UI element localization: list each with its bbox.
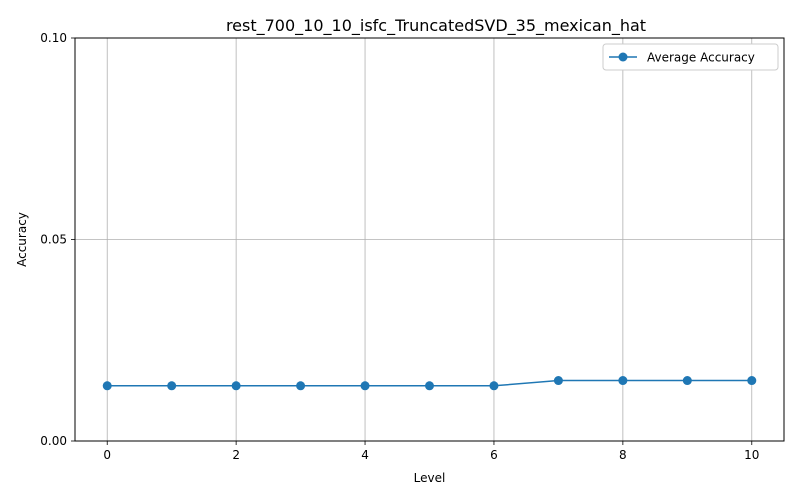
- legend-label: Average Accuracy: [647, 51, 755, 65]
- legend-box: [602, 43, 779, 71]
- data-point: [360, 381, 370, 391]
- y-axis-label: Accuracy: [15, 212, 29, 267]
- data-point: [618, 376, 628, 386]
- legend: Average Accuracy: [602, 43, 779, 71]
- x-tick-label: 2: [232, 448, 240, 462]
- x-axis-label: Level: [414, 471, 446, 485]
- x-tick-label: 10: [744, 448, 759, 462]
- data-point: [167, 381, 177, 391]
- data-point: [296, 381, 306, 391]
- x-tick-label: 4: [361, 448, 369, 462]
- data-point: [231, 381, 241, 391]
- chart-title: rest_700_10_10_isfc_TruncatedSVD_35_mexi…: [226, 16, 646, 36]
- data-point: [747, 376, 757, 386]
- data-point: [682, 376, 692, 386]
- series-layer: [102, 376, 757, 391]
- x-tick-label: 0: [103, 448, 111, 462]
- x-tick-label: 8: [619, 448, 627, 462]
- data-point: [553, 376, 563, 386]
- data-point: [425, 381, 434, 391]
- y-tick-label: 0.00: [40, 434, 67, 448]
- x-tick-label: 6: [490, 448, 498, 462]
- legend-marker-swatch: [618, 52, 628, 62]
- data-point: [102, 381, 112, 391]
- data-point: [489, 381, 499, 391]
- axis-ticks: 0 2 4 6 8 10 0.00 0.05 0.10: [40, 31, 759, 462]
- y-tick-label: 0.05: [40, 233, 67, 247]
- y-tick-label: 0.10: [40, 31, 67, 45]
